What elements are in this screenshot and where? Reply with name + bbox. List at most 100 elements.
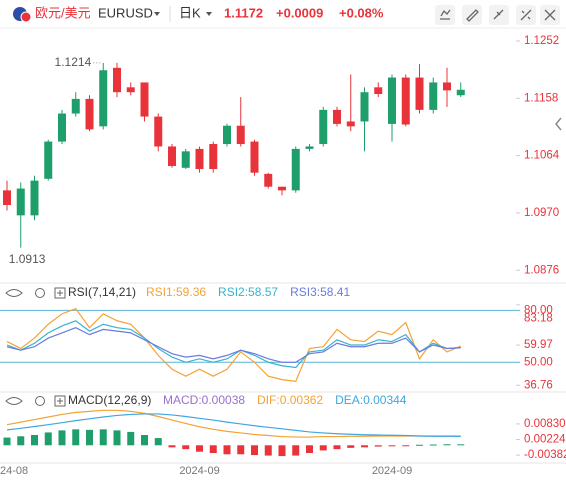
- histogram-bar: [237, 445, 245, 455]
- candle-body: [209, 144, 218, 170]
- candle-body: [99, 70, 108, 127]
- indicator-line: [6, 327, 461, 363]
- change-percent: +0.08%: [339, 5, 384, 20]
- candle-body: [3, 190, 11, 205]
- candle-body: [264, 173, 273, 187]
- y-tick-label: 1.0876: [524, 264, 559, 276]
- legend-entry: DEA:0.00344: [335, 393, 407, 407]
- histogram-bar: [31, 435, 38, 446]
- tool-icon: [466, 9, 479, 22]
- candle-body: [401, 77, 410, 125]
- y-tick-label: 59.97: [524, 339, 553, 351]
- reference-label: 80.00: [524, 304, 553, 316]
- candle-body: [360, 92, 369, 122]
- tool-button[interactable]: [489, 5, 509, 25]
- tool-icon: [493, 9, 504, 20]
- indicator-line: [6, 320, 461, 369]
- y-tick-label: 1.0970: [524, 207, 559, 219]
- high-annotation: 1.1214: [55, 55, 92, 69]
- legend-entry: RSI2:58.57: [218, 285, 278, 299]
- period[interactable]: 日K: [179, 5, 201, 20]
- histogram-bar: [113, 430, 121, 446]
- histogram-bar: [429, 444, 437, 446]
- histogram-bar: [443, 444, 451, 446]
- settings-icon[interactable]: [35, 396, 45, 406]
- change: +0.0009: [276, 5, 323, 20]
- histogram-bar: [264, 445, 272, 456]
- candle-body: [126, 87, 135, 93]
- candle-body: [195, 148, 204, 170]
- tool-icon: [520, 9, 532, 21]
- settings-icon[interactable]: [35, 288, 45, 298]
- flag-icon: [20, 11, 32, 23]
- tool-button[interactable]: [462, 5, 482, 25]
- histogram-bar: [72, 429, 80, 446]
- expand-icon[interactable]: [54, 395, 66, 407]
- histogram-bar: [223, 445, 231, 455]
- histogram-bar: [44, 432, 52, 446]
- candle-body: [305, 146, 314, 149]
- candle-body: [236, 125, 245, 145]
- dropdown-caret[interactable]: [154, 12, 160, 16]
- symbol: EURUSD: [98, 5, 153, 20]
- histogram-bar: [388, 445, 396, 447]
- header: 欧元/美元 EURUSD 日K 1.1172 +0.0009 +0.08%: [13, 5, 560, 25]
- legend-entry: RSI3:58.41: [290, 285, 350, 299]
- y-tick-label: 0.00830: [524, 418, 566, 430]
- pair-name[interactable]: 欧元/美元: [35, 5, 91, 20]
- histogram-bar: [196, 445, 203, 452]
- indicator-title: RSI(7,14,21): [68, 285, 136, 299]
- indicator-line: [6, 413, 461, 438]
- candle-body: [346, 121, 355, 127]
- histogram-bar: [154, 438, 162, 446]
- histogram-bar: [58, 430, 66, 446]
- candle-body: [443, 82, 451, 91]
- histogram-bar: [86, 429, 93, 446]
- indicator-line: [6, 409, 461, 438]
- x-tick-label: 2024-09: [179, 465, 219, 477]
- y-tick-label: 1.1158: [524, 92, 558, 104]
- low-annotation: 1.0913: [9, 252, 46, 266]
- x-tick-label: 24-08: [0, 465, 28, 477]
- candle-body: [388, 77, 396, 124]
- histogram-bar: [457, 444, 465, 446]
- histogram-bar: [402, 445, 410, 447]
- histogram-bar: [3, 437, 11, 446]
- candle-body: [58, 113, 66, 142]
- histogram-bar: [182, 445, 190, 450]
- tool-button[interactable]: [435, 5, 455, 25]
- reference-label: 50.00: [524, 356, 553, 368]
- histogram-bar: [361, 445, 368, 448]
- candle-body: [278, 186, 286, 191]
- candle-body: [181, 151, 190, 168]
- toolbar: [435, 5, 560, 25]
- candle-body: [250, 141, 259, 173]
- tool-icon: [440, 9, 451, 20]
- indicator-line: [6, 307, 461, 382]
- histogram-bar: [168, 445, 176, 448]
- histogram-bar: [374, 445, 382, 447]
- legend-entry: DIF:0.00362: [257, 393, 323, 407]
- candle-body: [16, 188, 25, 216]
- candle-body: [168, 146, 176, 166]
- expand-icon: [57, 398, 63, 404]
- expand-icon: [57, 290, 63, 296]
- collapse-handle[interactable]: [555, 117, 562, 131]
- expand-icon[interactable]: [54, 287, 66, 299]
- histogram-bar: [209, 445, 217, 453]
- candle-body: [291, 148, 300, 191]
- indicator-title: MACD(12,26,9): [68, 393, 151, 407]
- legend-entry: MACD:0.00038: [163, 393, 245, 407]
- eye-icon[interactable]: [5, 397, 23, 405]
- y-tick-label: -0.00382: [524, 449, 566, 461]
- histogram-bar: [416, 444, 423, 446]
- candle-body: [223, 125, 231, 145]
- legend-entry: RSI1:59.36: [146, 285, 206, 299]
- y-tick-label: 1.1064: [524, 150, 560, 162]
- candle-body: [429, 82, 438, 110]
- y-tick-label: 0.00224: [524, 434, 566, 446]
- eye-icon[interactable]: [5, 289, 23, 297]
- y-tick-label: 1.1252: [524, 35, 559, 47]
- dropdown-caret[interactable]: [206, 12, 212, 16]
